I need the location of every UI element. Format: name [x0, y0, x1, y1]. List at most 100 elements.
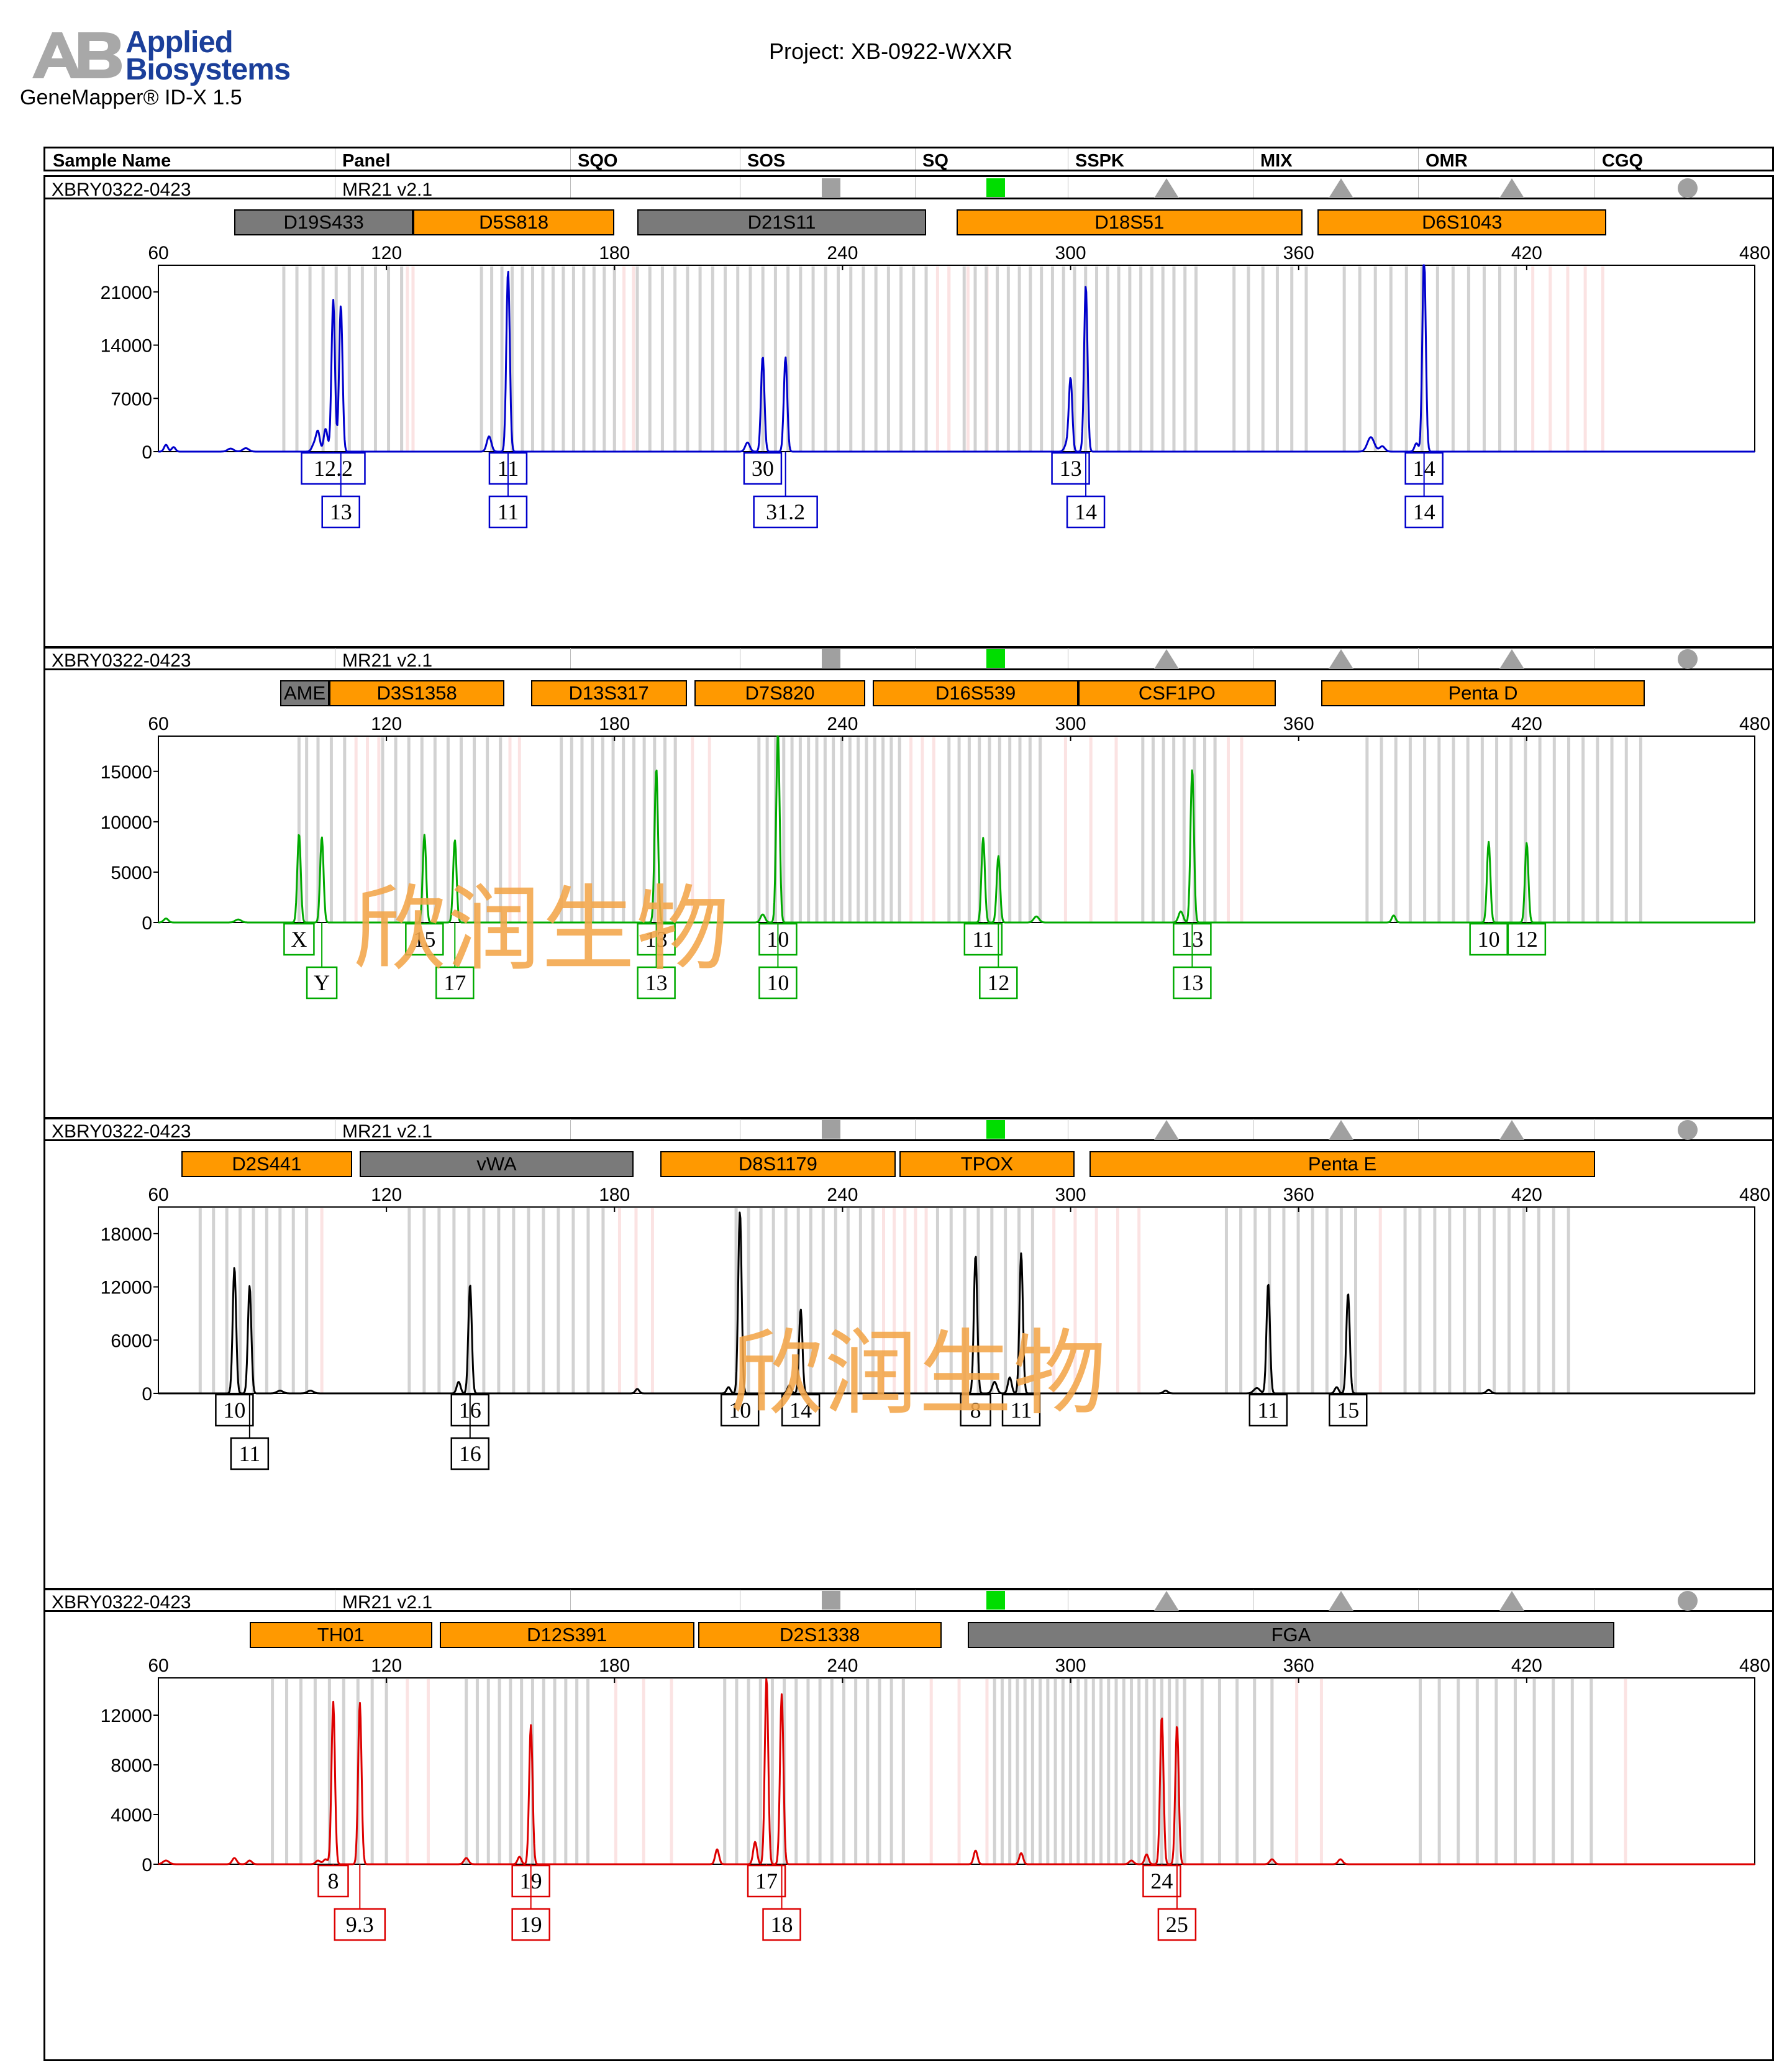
- allele-call-box[interactable]: [321, 495, 360, 529]
- sos-quality-square-icon[interactable]: [822, 178, 840, 197]
- locus-tpox[interactable]: TPOX: [899, 1151, 1075, 1177]
- locus-d19s433[interactable]: D19S433: [234, 209, 413, 235]
- allele-call-box[interactable]: [1066, 495, 1106, 529]
- locus-d21s11[interactable]: D21S11: [637, 209, 927, 235]
- allele-call-box[interactable]: [1173, 966, 1212, 1000]
- locus-d8s1179[interactable]: D8S1179: [660, 1151, 896, 1177]
- allele-call-box[interactable]: [301, 452, 366, 485]
- locus-csf1po[interactable]: CSF1PO: [1078, 680, 1276, 706]
- omr-quality-triangle-icon[interactable]: [1499, 1120, 1524, 1140]
- col-panel[interactable]: Panel: [342, 151, 391, 171]
- mix-quality-triangle-icon[interactable]: [1329, 649, 1353, 669]
- allele-call-box[interactable]: [762, 1908, 801, 1941]
- sspk-quality-triangle-icon[interactable]: [1154, 1591, 1179, 1611]
- allele-call-box[interactable]: [230, 1437, 270, 1470]
- locus-d16s539[interactable]: D16S539: [873, 680, 1078, 706]
- locus-d7s820[interactable]: D7S820: [694, 680, 866, 706]
- sample-info-row[interactable]: XBRY0322-0423 MR21 v2.1: [45, 1119, 1772, 1142]
- allele-call-box[interactable]: [1001, 1393, 1041, 1427]
- allele-call-box[interactable]: [317, 1864, 349, 1898]
- sample-name: XBRY0322-0423: [52, 1592, 191, 1613]
- locus-d2s1338[interactable]: D2S1338: [698, 1622, 942, 1648]
- sample-info-row[interactable]: XBRY0322-0423 MR21 v2.1: [45, 1590, 1772, 1613]
- allele-call-box[interactable]: [753, 495, 818, 529]
- locus-penta-d[interactable]: Penta D: [1321, 680, 1645, 706]
- cgq-quality-circle-icon[interactable]: [1678, 178, 1698, 198]
- locus-d2s441[interactable]: D2S441: [181, 1151, 353, 1177]
- allele-call-box[interactable]: [1329, 1393, 1368, 1427]
- allele-call-box[interactable]: [450, 1437, 490, 1470]
- sq-quality-square-icon[interactable]: [986, 1120, 1005, 1139]
- locus-d6s1043[interactable]: D6S1043: [1317, 209, 1607, 235]
- allele-call-box[interactable]: [1404, 495, 1444, 529]
- allele-call-box[interactable]: [979, 966, 1018, 1000]
- allele-call-box[interactable]: [215, 1393, 254, 1427]
- sq-quality-square-icon[interactable]: [986, 649, 1005, 668]
- col-divider: [570, 148, 571, 170]
- locus-d18s51[interactable]: D18S51: [957, 209, 1303, 235]
- omr-quality-triangle-icon[interactable]: [1499, 649, 1524, 669]
- cgq-quality-circle-icon[interactable]: [1678, 1591, 1698, 1611]
- allele-call-box[interactable]: [1142, 1864, 1181, 1898]
- mix-quality-triangle-icon[interactable]: [1329, 1120, 1353, 1140]
- locus-d12s391[interactable]: D12S391: [439, 1622, 694, 1648]
- col-mix[interactable]: MIX: [1260, 151, 1293, 171]
- allele-call-box[interactable]: [1051, 452, 1090, 485]
- allele-call-box[interactable]: [1157, 1908, 1197, 1941]
- sample-info-row[interactable]: XBRY0322-0423 MR21 v2.1: [45, 177, 1772, 200]
- allele-call-box[interactable]: [743, 452, 783, 485]
- locus-th01[interactable]: TH01: [249, 1622, 432, 1648]
- cgq-quality-circle-icon[interactable]: [1678, 649, 1698, 669]
- mix-quality-triangle-icon[interactable]: [1329, 178, 1353, 198]
- allele-call-label: 14: [1413, 499, 1435, 524]
- allele-call-box[interactable]: [637, 966, 676, 1000]
- allele-call-box[interactable]: [435, 966, 475, 1000]
- allele-call-box[interactable]: [781, 1393, 821, 1427]
- allele-call-box[interactable]: [1507, 922, 1547, 956]
- allele-call-box[interactable]: [758, 966, 798, 1000]
- omr-quality-triangle-icon[interactable]: [1499, 178, 1524, 198]
- allele-call-box[interactable]: [405, 922, 444, 956]
- allele-call-box[interactable]: [283, 922, 315, 956]
- allele-call-box[interactable]: [306, 966, 338, 1000]
- mix-quality-triangle-icon[interactable]: [1329, 1591, 1353, 1611]
- sos-quality-square-icon[interactable]: [822, 1120, 840, 1139]
- locus-penta-e[interactable]: Penta E: [1089, 1151, 1595, 1177]
- allele-call-box[interactable]: [960, 1393, 991, 1427]
- cgq-quality-circle-icon[interactable]: [1678, 1120, 1698, 1140]
- allele-call-box[interactable]: [334, 1908, 386, 1941]
- locus-d13s317[interactable]: D13S317: [530, 680, 687, 706]
- sspk-quality-triangle-icon[interactable]: [1154, 1120, 1179, 1140]
- sos-quality-square-icon[interactable]: [822, 1591, 840, 1610]
- allele-call-box[interactable]: [1469, 922, 1508, 956]
- sample-info-row[interactable]: XBRY0322-0423 MR21 v2.1: [45, 648, 1772, 671]
- sos-quality-square-icon[interactable]: [822, 649, 840, 668]
- col-sspk[interactable]: SSPK: [1075, 151, 1124, 171]
- locus-vwa[interactable]: vWA: [360, 1151, 634, 1177]
- sq-quality-square-icon[interactable]: [986, 1591, 1005, 1610]
- allele-call-box[interactable]: [511, 1908, 550, 1941]
- locus-d3s1358[interactable]: D3S1358: [329, 680, 504, 706]
- sspk-quality-triangle-icon[interactable]: [1154, 649, 1179, 669]
- locus-d5s818[interactable]: D5S818: [412, 209, 615, 235]
- locus-ame[interactable]: AME: [280, 680, 330, 706]
- col-cgq[interactable]: CGQ: [1602, 151, 1644, 171]
- y-tick-label: 12000: [101, 1278, 152, 1298]
- col-sq[interactable]: SQ: [922, 151, 948, 171]
- sq-quality-square-icon[interactable]: [986, 178, 1005, 197]
- omr-quality-triangle-icon[interactable]: [1499, 1591, 1524, 1611]
- allele-call-box[interactable]: [963, 922, 1003, 956]
- locus-fga[interactable]: FGA: [968, 1622, 1614, 1648]
- allele-call-box[interactable]: [747, 1864, 786, 1898]
- x-tick-label: 120: [371, 1656, 402, 1676]
- col-sqo[interactable]: SQO: [578, 151, 618, 171]
- allele-call-label: 15: [413, 927, 435, 952]
- allele-call-box[interactable]: [488, 495, 528, 529]
- col-sos[interactable]: SOS: [747, 151, 786, 171]
- x-tick-label: 480: [1739, 714, 1770, 734]
- allele-call-box[interactable]: [720, 1393, 760, 1427]
- col-sample-name[interactable]: Sample Name: [53, 151, 171, 171]
- sspk-quality-triangle-icon[interactable]: [1154, 178, 1179, 198]
- allele-call-box[interactable]: [1248, 1393, 1288, 1427]
- col-omr[interactable]: OMR: [1426, 151, 1468, 171]
